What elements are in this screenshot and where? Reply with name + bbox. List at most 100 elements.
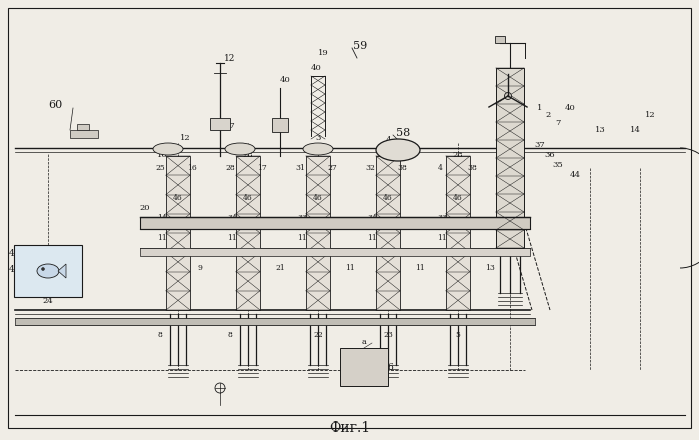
Text: 21: 21 (275, 264, 285, 272)
Ellipse shape (376, 139, 420, 161)
Ellipse shape (303, 143, 333, 155)
Text: 26: 26 (240, 217, 250, 225)
Text: 24: 24 (43, 297, 53, 305)
Text: 2: 2 (545, 111, 551, 119)
Text: 30: 30 (312, 217, 324, 225)
Ellipse shape (378, 143, 408, 155)
Text: 34: 34 (367, 214, 377, 222)
Ellipse shape (37, 264, 59, 278)
Text: 46: 46 (383, 194, 393, 202)
Text: 46: 46 (505, 181, 515, 189)
Polygon shape (44, 138, 112, 148)
Bar (272, 118, 288, 132)
Text: 12: 12 (644, 111, 656, 119)
Polygon shape (333, 54, 375, 60)
Text: 28: 28 (225, 164, 235, 172)
Text: 5: 5 (456, 331, 461, 339)
Text: 4: 4 (387, 217, 393, 225)
Text: 47: 47 (9, 264, 20, 274)
Bar (495, 36, 505, 43)
Text: 46: 46 (453, 194, 463, 202)
Text: 25: 25 (155, 164, 165, 172)
Ellipse shape (153, 143, 183, 155)
Polygon shape (369, 54, 375, 60)
Text: 25: 25 (154, 217, 165, 225)
Text: 11: 11 (367, 234, 377, 242)
Text: 8: 8 (228, 331, 233, 339)
Text: 7: 7 (555, 119, 561, 127)
Bar (70, 130, 98, 138)
Bar (376, 156, 400, 310)
Text: 16: 16 (157, 151, 167, 159)
Text: 14: 14 (157, 214, 167, 222)
Text: 28: 28 (453, 151, 463, 159)
Text: 8: 8 (245, 249, 250, 257)
Text: 46: 46 (313, 194, 323, 202)
Bar (140, 217, 530, 229)
Bar (140, 248, 530, 256)
Text: 1: 1 (538, 104, 542, 112)
Text: 60: 60 (48, 100, 62, 110)
Text: 18: 18 (453, 249, 463, 257)
Text: 16: 16 (187, 164, 197, 172)
Bar (340, 348, 388, 386)
Text: 13: 13 (595, 126, 605, 134)
Text: 35: 35 (553, 161, 563, 169)
Text: 9: 9 (198, 264, 203, 272)
Text: 11: 11 (345, 264, 355, 272)
Text: 8: 8 (175, 249, 180, 257)
Text: 12: 12 (180, 134, 190, 142)
Text: 46: 46 (173, 194, 183, 202)
Text: 38: 38 (397, 164, 407, 172)
Ellipse shape (505, 92, 512, 99)
Text: 40: 40 (280, 76, 290, 84)
Text: 59: 59 (353, 41, 367, 51)
Bar (77, 124, 89, 130)
Bar (236, 156, 260, 310)
Text: 34: 34 (227, 214, 237, 222)
Text: 38: 38 (467, 164, 477, 172)
Text: 4: 4 (438, 164, 442, 172)
Text: 48: 48 (9, 249, 20, 257)
Bar (210, 118, 230, 130)
Text: 11: 11 (227, 234, 237, 242)
Text: 6: 6 (387, 363, 393, 371)
Text: 4: 4 (385, 136, 391, 144)
Text: 19: 19 (317, 49, 329, 57)
Bar (14, 245, 82, 297)
Text: 22: 22 (313, 331, 323, 339)
Text: 37: 37 (535, 141, 545, 149)
Text: 11: 11 (297, 234, 307, 242)
Text: 46: 46 (243, 194, 253, 202)
Text: 11: 11 (437, 234, 447, 242)
Text: 8: 8 (157, 331, 162, 339)
Text: 28: 28 (243, 151, 253, 159)
Polygon shape (353, 60, 369, 68)
Text: 12: 12 (224, 54, 236, 62)
Text: 44: 44 (570, 171, 580, 179)
Text: 23: 23 (383, 331, 393, 339)
Bar (166, 156, 190, 310)
Text: 11: 11 (383, 249, 393, 257)
Text: 27: 27 (327, 164, 337, 172)
Text: 33: 33 (297, 214, 307, 222)
Bar (496, 68, 524, 248)
Text: Фиг.1: Фиг.1 (329, 421, 370, 435)
Bar (306, 156, 330, 310)
Text: 31: 31 (295, 164, 305, 172)
Text: 33: 33 (437, 214, 447, 222)
Text: 36: 36 (545, 151, 555, 159)
Text: 32: 32 (365, 164, 375, 172)
Text: a: a (361, 338, 366, 346)
Bar (446, 156, 470, 310)
Text: 58: 58 (396, 128, 410, 138)
Text: 14: 14 (630, 126, 640, 134)
Polygon shape (58, 264, 66, 278)
Text: 10: 10 (313, 249, 323, 257)
Ellipse shape (225, 143, 255, 155)
Text: 17: 17 (257, 164, 267, 172)
Bar (15, 318, 535, 325)
Text: 40: 40 (310, 64, 322, 72)
Text: 3: 3 (315, 134, 321, 142)
Polygon shape (530, 153, 685, 380)
